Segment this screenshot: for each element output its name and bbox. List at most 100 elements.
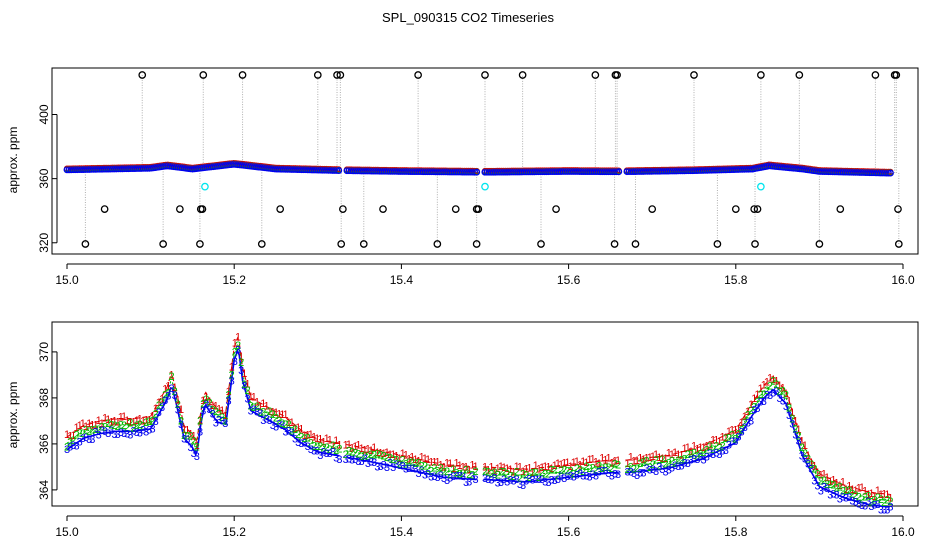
- series-1-point: 1: [856, 482, 862, 494]
- series-1-point: 1: [596, 458, 602, 470]
- series-1-point: 1: [761, 380, 767, 392]
- low-outlier-point: [610, 240, 619, 248]
- series-1-point: 1: [96, 415, 102, 427]
- series-1-point: 1: [172, 382, 178, 394]
- series-2-point: 2: [872, 494, 878, 506]
- series-1-point: 1: [102, 412, 108, 424]
- series-3-point: 3: [637, 467, 643, 479]
- series-1-point: 1: [384, 447, 390, 459]
- series-3-point: 3: [675, 461, 681, 473]
- series-1-point: 1: [92, 420, 98, 432]
- series-3-point: 3: [685, 458, 691, 470]
- series-2-point: 2: [837, 481, 843, 493]
- series-2-point: 2: [688, 449, 694, 461]
- series-3-point: 3: [428, 471, 434, 483]
- series-3-point: 3: [859, 500, 865, 512]
- series-2-point: 2: [751, 402, 757, 414]
- series-3-point: 3: [248, 406, 254, 418]
- series-1-point: 1: [792, 416, 798, 428]
- series-1-point: 1: [301, 430, 307, 442]
- series-1-point: 1: [704, 441, 710, 453]
- series-1-point: 1: [862, 485, 868, 497]
- y-tick-label: 368: [37, 388, 51, 408]
- y-tick-label: 320: [37, 232, 51, 252]
- series-3-point: 3: [172, 390, 178, 402]
- series-2-point: 2: [849, 489, 855, 501]
- series-3-point: 3: [137, 428, 143, 440]
- series-2-point: 2: [292, 424, 298, 436]
- series-2-point: 2: [317, 441, 323, 453]
- series-2-point: 2: [121, 420, 127, 432]
- series-3-point: 3: [387, 458, 393, 470]
- high-outlier-point: [336, 71, 345, 79]
- series-2-point: 2: [308, 437, 314, 449]
- series-3-point: 3: [301, 437, 307, 449]
- series-3-point: 3: [358, 456, 364, 468]
- series-3-point: 3: [67, 442, 73, 454]
- series-1-point: 1: [511, 467, 517, 479]
- low-outlier-point: [751, 240, 759, 248]
- series-2-point: 2: [263, 410, 269, 422]
- series-3-point: 3: [805, 458, 811, 470]
- series-1-point: 1: [213, 400, 219, 412]
- series-3-point: 3: [571, 472, 577, 484]
- series-1-point: 1: [292, 423, 298, 435]
- series-2-point: 2: [704, 444, 710, 456]
- series-2-point: 2: [400, 455, 406, 467]
- series-1-point: 1: [374, 447, 380, 459]
- series-2-point: 2: [653, 455, 659, 467]
- series-3-point: 3: [308, 444, 314, 456]
- series-1-point: 1: [770, 374, 776, 386]
- series-2-point: 2: [289, 426, 295, 438]
- series-1-point: 1: [260, 398, 266, 410]
- series-1-point: 1: [276, 408, 282, 420]
- series-1-line: [625, 377, 890, 495]
- series-3-point: 3: [799, 450, 805, 462]
- series-1-point: 1: [406, 453, 412, 465]
- series-2-point: 2: [320, 443, 326, 455]
- series-2-point: 2: [856, 491, 862, 503]
- series-1-point: 1: [412, 454, 418, 466]
- series-1-point: 1: [783, 388, 789, 400]
- series-3-point: 3: [336, 454, 342, 466]
- series-1-point: 1: [324, 433, 330, 445]
- series-3-point: 3: [124, 429, 130, 441]
- series-2-point: 2: [333, 445, 339, 457]
- series-3-point: 3: [792, 430, 798, 442]
- series-1-point: 1: [365, 443, 371, 455]
- series-1-point: 1: [549, 463, 555, 475]
- series-1-point: 1: [520, 466, 526, 478]
- series-3-point: 3: [625, 466, 631, 478]
- series-1-point: 1: [159, 393, 165, 405]
- series-1-point: 1: [333, 435, 339, 447]
- low-outlier-point: [894, 240, 903, 248]
- series-1-point: 1: [415, 455, 421, 467]
- series-1-point: 1: [457, 460, 463, 472]
- series-1-point: 1: [840, 477, 846, 489]
- series-2-point: 2: [83, 424, 89, 436]
- series-3-point: 3: [770, 388, 776, 400]
- series-1-point: 1: [631, 455, 637, 467]
- series-3-point: 3: [786, 410, 792, 422]
- series-1-point: 1: [336, 439, 342, 451]
- series-2-point: 2: [834, 482, 840, 494]
- series-2-point: 2: [644, 456, 650, 468]
- series-2-point: 2: [520, 469, 526, 481]
- series-3-point: 3: [742, 422, 748, 434]
- mid-outlier-point: [100, 205, 109, 213]
- series-1-point: 1: [495, 463, 501, 475]
- series-3-point: 3: [577, 468, 583, 480]
- series-1-point: 1: [127, 416, 133, 428]
- series-1-point: 1: [647, 452, 653, 464]
- series-1-point: 1: [111, 415, 117, 427]
- series-2-point: 2: [248, 401, 254, 413]
- series-1-point: 1: [263, 401, 269, 413]
- series-2-point: 2: [561, 464, 567, 476]
- series-1-point: 1: [273, 407, 279, 419]
- series-2-point: 2: [625, 464, 631, 476]
- high-outlier-point: [795, 71, 804, 79]
- series-2-point: 2: [555, 470, 561, 482]
- series-2-point: 2: [441, 467, 447, 479]
- series-2-point: 2: [745, 409, 751, 421]
- series-3-point: 3: [720, 445, 726, 457]
